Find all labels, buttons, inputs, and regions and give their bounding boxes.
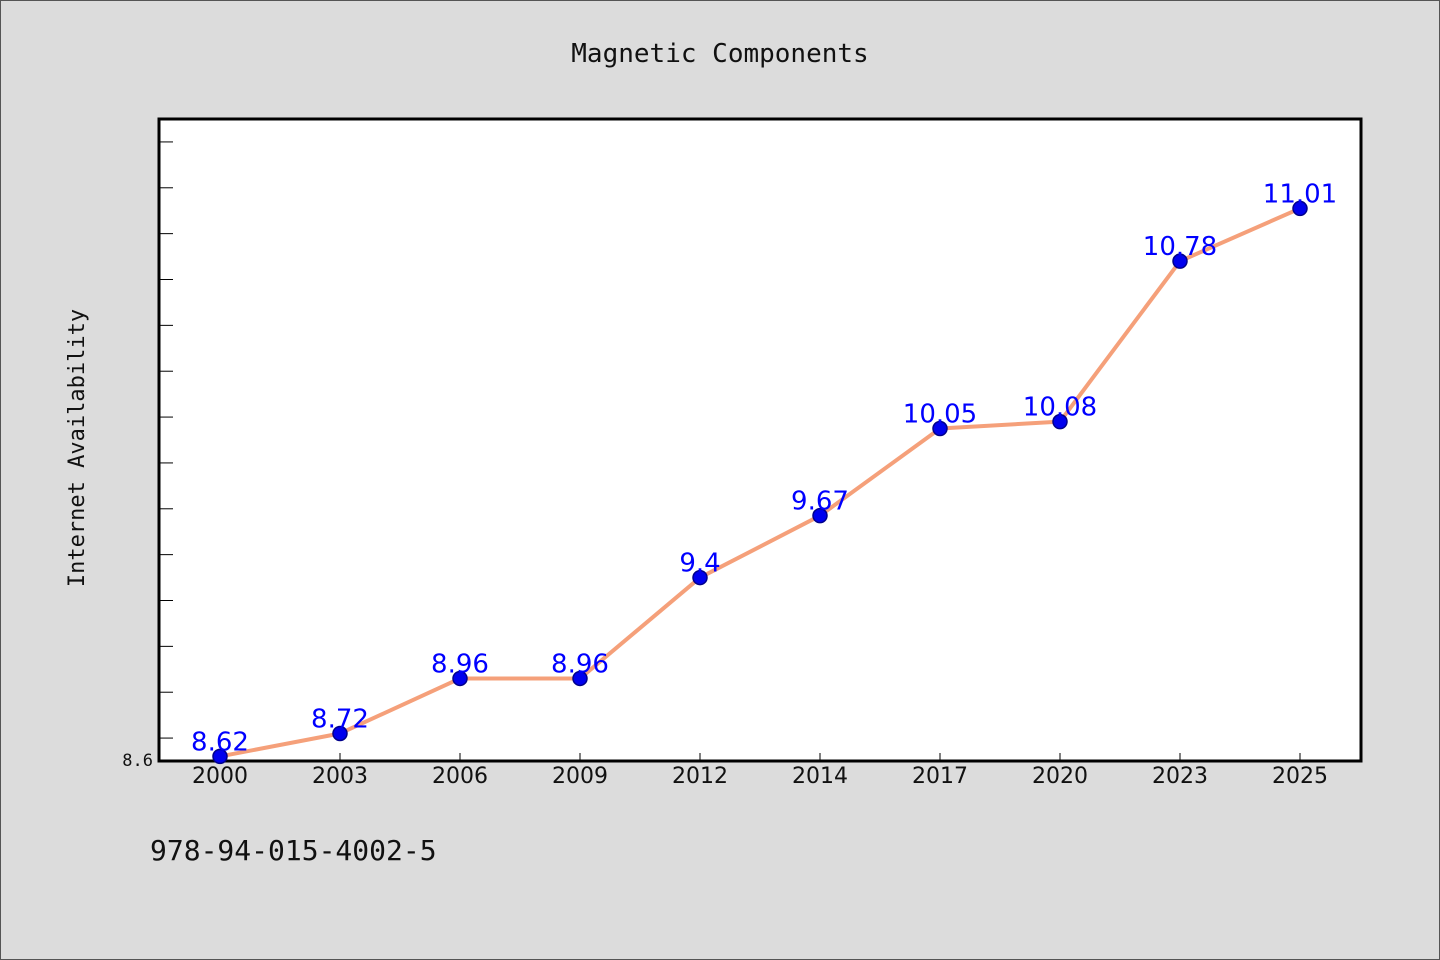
data-point (932, 420, 948, 437)
data-label: 8.72 (311, 704, 369, 734)
x-tick-label: 2020 (1032, 764, 1088, 789)
data-label: 10.78 (1143, 232, 1217, 262)
x-tick-label: 2009 (552, 764, 608, 789)
chart-title: Magnetic Components (571, 39, 868, 69)
y-minor-ticks (159, 141, 173, 739)
data-label: 11.01 (1263, 179, 1337, 209)
x-tick-label: 2014 (792, 764, 848, 789)
data-point (1052, 413, 1068, 430)
data-point (1172, 253, 1188, 269)
x-tick-label: 2000 (192, 764, 248, 789)
data-label: 8.62 (191, 727, 249, 757)
data-label: 9.67 (791, 487, 849, 517)
data-labels: 8.62 8.72 8.96 8.96 9.4 9.67 10.05 10.08 10.78 11… (191, 179, 1337, 757)
x-tick-label: 2025 (1272, 764, 1328, 789)
x-tick-label: 2017 (912, 764, 968, 789)
data-label: 8.96 (431, 649, 489, 679)
data-point (212, 748, 228, 765)
data-point (452, 670, 468, 687)
x-axis-ticks: 2000 2003 2006 2009 2012 2014 2017 2020 2023 2025 (192, 753, 1328, 789)
x-tick-label: 2023 (1152, 764, 1208, 789)
data-label: 10.05 (903, 400, 977, 430)
x-tick-label: 2006 (432, 764, 488, 789)
data-label: 8.96 (551, 649, 609, 679)
data-point (692, 569, 708, 586)
data-label: 9.4 (679, 549, 720, 579)
data-label: 10.08 (1023, 393, 1097, 423)
data-markers (212, 200, 1308, 765)
data-point (1292, 200, 1308, 217)
x-tick-label: 2003 (312, 764, 368, 789)
isbn-text: 978-94-015-4002-5 (150, 834, 437, 867)
y-tick-label: 8.6 (122, 751, 153, 771)
data-point (572, 670, 588, 687)
series-line (218, 206, 1302, 759)
y-axis-label: Internet Availability (65, 309, 90, 587)
x-tick-label: 2012 (672, 764, 728, 789)
data-point (332, 725, 348, 742)
series-line-group (218, 206, 1302, 759)
data-point (812, 507, 828, 524)
plot-area (157, 117, 1363, 763)
